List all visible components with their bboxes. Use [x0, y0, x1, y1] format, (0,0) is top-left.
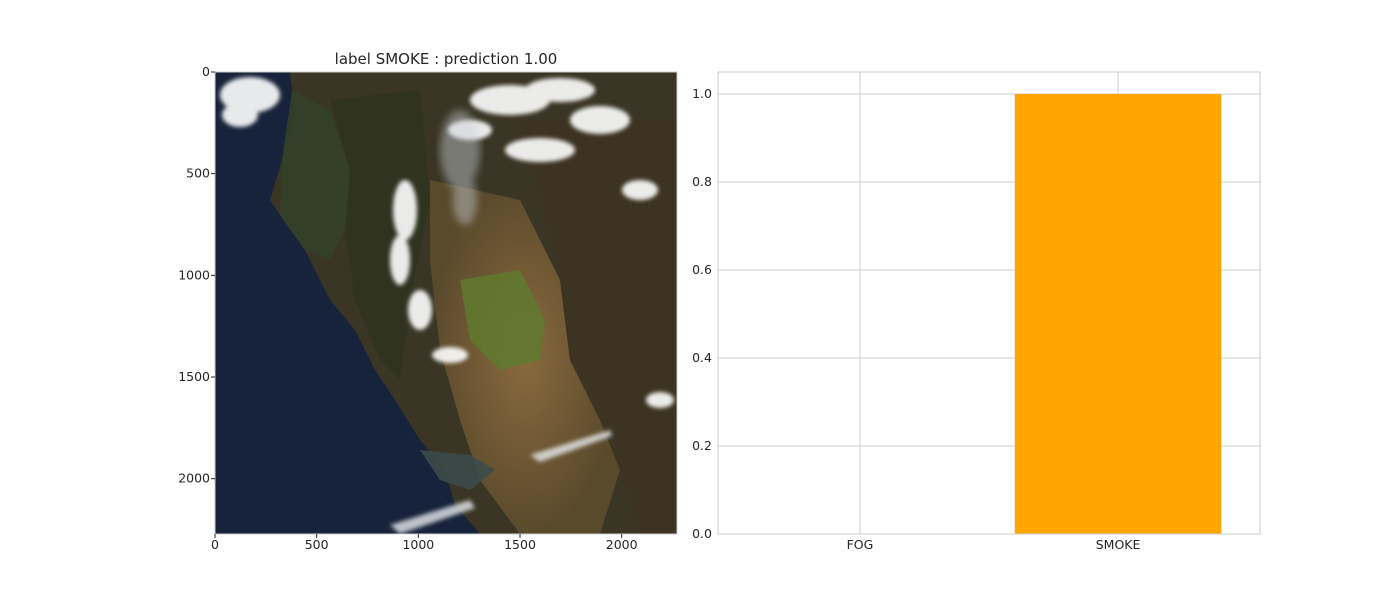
bar-x-tick-label: SMOKE [1096, 537, 1141, 552]
image-y-ticks: 0 500 1000 1500 2000 [178, 64, 215, 486]
image-y-tick-label: 1000 [178, 267, 210, 282]
satellite-image [215, 72, 677, 534]
image-frame [214, 71, 678, 535]
image-x-tick-label: 500 [305, 537, 329, 552]
bar-y-tick-label: 1.0 [692, 86, 712, 101]
image-y-tick-label: 1500 [178, 369, 210, 384]
image-x-tick-label: 0 [211, 537, 219, 552]
image-panel: label SMOKE : prediction 1.00 [178, 50, 678, 552]
image-x-tick-label: 2000 [606, 537, 638, 552]
image-x-tick-label: 1500 [504, 537, 536, 552]
bar-x-tick-label: FOG [847, 537, 874, 552]
bar-y-tick-label: 0.4 [692, 350, 712, 365]
image-y-tick-label: 0 [202, 64, 210, 79]
bar-marks [1014, 94, 1222, 534]
bar-chart-panel: FOG SMOKE 0.0 0.2 0.4 0.6 0.8 1.0 [692, 71, 1261, 552]
bar-y-tick-label: 0.6 [692, 262, 712, 277]
bar-smoke [1014, 94, 1222, 534]
bar-y-tick-label: 0.0 [692, 526, 712, 541]
image-y-tick-label: 500 [186, 166, 210, 181]
image-x-tick-label: 1000 [402, 537, 434, 552]
bar-y-tick-label: 0.2 [692, 438, 712, 453]
bar-plot-frame [717, 71, 1261, 535]
bar-y-tick-label: 0.8 [692, 174, 712, 189]
image-x-ticks: 0 500 1000 1500 2000 [211, 534, 638, 552]
bar-x-ticks: FOG SMOKE [847, 537, 1141, 552]
image-y-tick-label: 2000 [178, 471, 210, 486]
bar-y-ticks: 0.0 0.2 0.4 0.6 0.8 1.0 [692, 86, 712, 541]
image-title: label SMOKE : prediction 1.00 [335, 50, 558, 68]
